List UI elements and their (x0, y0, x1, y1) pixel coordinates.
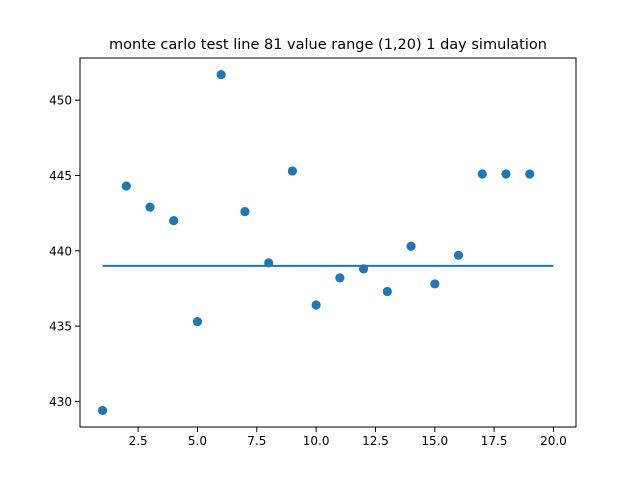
data-point (192, 316, 203, 327)
data-point (240, 207, 250, 217)
x-tick-label: 17.5 (481, 434, 508, 448)
x-axis: 2.5 5.0 7.5 10.0 12.5 15.0 17.5 20.0 (129, 427, 567, 448)
y-axis: 430 435 440 445 450 (49, 94, 80, 409)
axes-frame (79, 57, 577, 428)
data-point (477, 169, 487, 179)
x-tick-label: 10.0 (303, 434, 330, 448)
data-point (501, 169, 511, 179)
x-tick-label: 15.0 (421, 434, 448, 448)
x-tick-label: 7.5 (247, 434, 266, 448)
data-point (453, 250, 464, 260)
data-point (335, 273, 345, 283)
y-tick-label: 445 (49, 169, 72, 183)
data-point (145, 202, 155, 212)
chart-title: monte carlo test line 81 value range (1,… (109, 37, 547, 53)
x-tick-label: 2.5 (129, 434, 148, 448)
y-tick-label: 450 (49, 94, 72, 108)
x-tick-label: 20.0 (540, 434, 567, 448)
data-point (430, 279, 440, 289)
y-tick-label: 435 (49, 320, 72, 334)
data-point (121, 181, 131, 191)
data-point (382, 286, 392, 297)
y-tick-label: 440 (49, 244, 72, 258)
data-point (311, 300, 321, 310)
data-point (525, 169, 535, 179)
data-point (287, 166, 298, 176)
x-tick-label: 5.0 (188, 434, 207, 448)
data-point (216, 69, 226, 80)
y-tick-label: 430 (49, 395, 72, 409)
x-tick-label: 12.5 (362, 434, 389, 448)
data-point (169, 216, 179, 226)
data-point (406, 241, 416, 251)
plot-area (97, 69, 554, 416)
data-point (97, 405, 108, 416)
